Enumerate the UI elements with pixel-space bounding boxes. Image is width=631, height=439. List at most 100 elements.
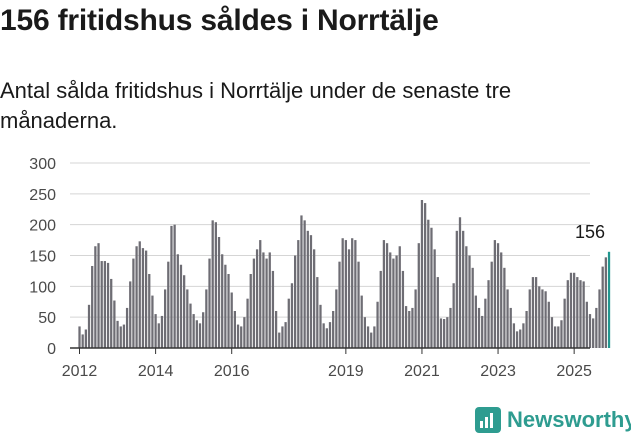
bar: [332, 311, 335, 348]
bar: [433, 249, 436, 348]
y-tick-label: 250: [29, 187, 56, 204]
bar: [297, 240, 300, 348]
brand-name: Newsworthy: [507, 407, 631, 432]
y-tick-label: 100: [29, 279, 56, 296]
bar: [252, 258, 256, 348]
bar: [195, 320, 198, 348]
x-axis-ticks: 2012 2014 2016 2019 2021 2023 2025: [62, 348, 592, 380]
bar: [335, 289, 338, 348]
bar: [141, 248, 145, 348]
bar: [452, 283, 455, 348]
bar: [417, 243, 420, 348]
bar: [84, 329, 87, 348]
bar: [106, 262, 110, 348]
bar: [227, 274, 230, 348]
bar: [547, 301, 550, 348]
grid-lines: [70, 162, 590, 318]
y-tick-label: 200: [29, 218, 56, 235]
bar: [443, 319, 446, 348]
bar: [401, 270, 405, 348]
bar: [541, 289, 544, 348]
bar: [132, 258, 135, 348]
bar: [553, 326, 557, 348]
bar: [411, 307, 414, 348]
bar: [293, 255, 297, 348]
bar: [198, 323, 202, 348]
bar: [284, 322, 287, 348]
bar: [255, 249, 259, 348]
bar: [436, 277, 439, 348]
bar: [287, 298, 290, 348]
bar: [582, 281, 585, 348]
bar: [455, 230, 458, 348]
bar: [240, 326, 243, 348]
bar: [503, 267, 506, 348]
bar: [566, 280, 569, 348]
bar: [423, 203, 427, 348]
bar: [408, 311, 411, 348]
bar: [122, 324, 126, 348]
bar: [588, 314, 592, 348]
bar: [94, 246, 97, 348]
bar: [398, 246, 401, 348]
bar: [550, 317, 554, 348]
bar: [316, 277, 319, 348]
bar: [97, 243, 100, 348]
bar: [154, 314, 157, 348]
bar: [525, 311, 528, 348]
newsworthy-logo: Newsworthy: [475, 407, 631, 433]
bar: [306, 230, 309, 348]
bar: [487, 280, 490, 348]
bar: [236, 324, 240, 348]
bar: [522, 323, 525, 348]
bar: [354, 240, 357, 348]
bar: [430, 227, 433, 348]
bar: [500, 252, 503, 348]
x-tick-label: 2012: [62, 363, 98, 380]
bar: [179, 264, 183, 348]
bar: [481, 315, 484, 348]
bar: [217, 237, 221, 348]
bar: [515, 331, 519, 348]
bar: [224, 264, 227, 348]
bar: [100, 261, 103, 348]
bar: [477, 307, 481, 348]
bar: [392, 258, 395, 348]
bar: [135, 246, 138, 348]
bar: [81, 334, 84, 348]
bar: [303, 220, 306, 348]
bar: [439, 318, 443, 348]
x-tick-label: 2014: [138, 363, 174, 380]
bar: [528, 289, 531, 348]
bar: [341, 238, 344, 348]
bar: [544, 291, 547, 348]
bar: [379, 270, 382, 348]
bar: [300, 215, 303, 348]
bar: [78, 326, 81, 348]
bar: [157, 323, 160, 348]
y-tick-label: 300: [29, 156, 56, 173]
bar: [395, 255, 398, 348]
bar: [167, 261, 170, 348]
bar: [192, 314, 195, 348]
bar: [604, 257, 607, 348]
bar: [538, 286, 541, 348]
bar: [519, 329, 522, 348]
bar: [474, 295, 477, 348]
bar: [357, 261, 360, 348]
bar: [468, 255, 471, 348]
bar: [325, 328, 328, 348]
bar: [363, 317, 367, 348]
bar: [471, 267, 474, 348]
bar: [601, 266, 604, 348]
bar: [125, 307, 129, 348]
bar: [496, 243, 500, 348]
bar: [110, 278, 113, 348]
y-tick-label: 50: [38, 310, 56, 327]
bar: [385, 243, 389, 348]
bar: [446, 317, 449, 348]
bar: [427, 219, 430, 348]
bar: [208, 258, 211, 348]
bar: [338, 261, 341, 348]
x-tick-label: 2025: [556, 363, 592, 380]
